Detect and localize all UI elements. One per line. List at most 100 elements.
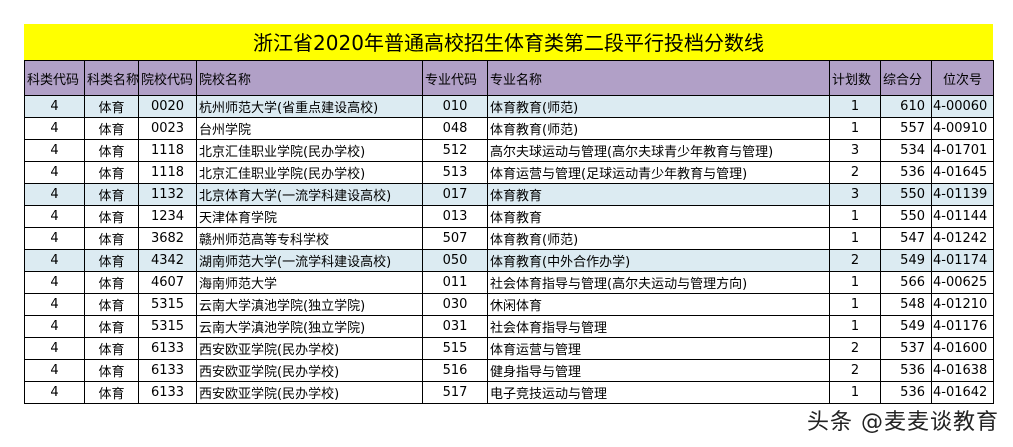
cell-kl-name: 体育 [84,271,139,294]
header-kl-name: 科类名称 [84,60,139,96]
score-table: 科类代码 科类名称 院校代码 院校名称 专业代码 专业名称 计划数 综合分 位次… [24,60,994,404]
cell-kl-name: 体育 [84,139,139,162]
cell-school-name: 西安欧亚学院(民办学校) [196,359,423,382]
cell-school-code: 1118 [138,161,197,184]
cell-kl-name: 体育 [84,359,139,382]
cell-rank: 4-01642 [931,381,994,404]
sheet-title: 浙江省2020年普通高校招生体育类第二段平行投档分数线 [24,24,993,60]
header-score: 综合分 [880,60,932,96]
cell-score: 550 [880,205,932,228]
score-sheet: 浙江省2020年普通高校招生体育类第二段平行投档分数线 科类代码 科类名称 院校… [24,24,994,404]
cell-school-name: 海南师范大学 [196,271,423,294]
cell-score: 549 [880,315,932,338]
cell-rank: 4-00910 [931,117,994,140]
cell-school-name: 云南大学滇池学院(独立学院) [196,293,423,316]
cell-school-name: 赣州师范高等专科学校 [196,227,423,250]
table-row: 4 体育 1118 北京汇佳职业学院(民办学校) 513 体育运营与管理(足球运动青少年教… [24,161,994,184]
cell-plan: 2 [829,359,881,382]
cell-kl-name: 体育 [84,337,139,360]
header-rank: 位次号 [931,60,994,96]
cell-school-code: 0020 [138,95,197,118]
cell-rank: 4-01174 [931,249,994,272]
table-row: 4 体育 6133 西安欧亚学院(民办学校) 516 健身指导与管理 2 536 4-01638 [24,359,994,382]
cell-rank: 4-01139 [931,183,994,206]
cell-plan: 1 [829,205,881,228]
cell-score: 537 [880,337,932,360]
cell-major-code: 512 [422,139,488,162]
cell-kl-name: 体育 [84,117,139,140]
cell-kl-code: 4 [24,381,85,404]
cell-score: 536 [880,161,932,184]
cell-plan: 1 [829,315,881,338]
cell-major-name: 休闲体育 [487,293,830,316]
cell-major-name: 社会体育指导与管理(高尔夫运动与管理方向) [487,271,830,294]
cell-kl-code: 4 [24,227,85,250]
cell-school-name: 西安欧亚学院(民办学校) [196,381,423,404]
cell-kl-name: 体育 [84,293,139,316]
table-row: 4 体育 1234 天津体育学院 013 体育教育 1 550 4-01144 [24,205,994,228]
cell-score: 534 [880,139,932,162]
cell-plan: 2 [829,161,881,184]
cell-plan: 2 [829,249,881,272]
cell-kl-code: 4 [24,139,85,162]
cell-school-code: 4607 [138,271,197,294]
cell-major-code: 030 [422,293,488,316]
cell-school-code: 0023 [138,117,197,140]
header-kl-code: 科类代码 [24,60,85,96]
header-school-name: 院校名称 [196,60,423,96]
cell-score: 610 [880,95,932,118]
cell-school-code: 5315 [138,315,197,338]
cell-kl-code: 4 [24,117,85,140]
cell-school-code: 1132 [138,183,197,206]
cell-plan: 1 [829,293,881,316]
cell-rank: 4-01600 [931,337,994,360]
cell-school-code: 6133 [138,381,197,404]
cell-major-name: 体育教育 [487,205,830,228]
cell-major-name: 体育运营与管理 [487,337,830,360]
cell-major-code: 017 [422,183,488,206]
cell-school-name: 云南大学滇池学院(独立学院) [196,315,423,338]
cell-major-code: 515 [422,337,488,360]
cell-school-name: 湖南师范大学(一流学科建设高校) [196,249,423,272]
cell-school-code: 1118 [138,139,197,162]
cell-plan: 3 [829,183,881,206]
cell-major-name: 电子竞技运动与管理 [487,381,830,404]
cell-plan: 1 [829,117,881,140]
cell-kl-name: 体育 [84,95,139,118]
cell-rank: 4-01645 [931,161,994,184]
cell-school-code: 6133 [138,337,197,360]
cell-rank: 4-01638 [931,359,994,382]
table-row: 4 体育 3682 赣州师范高等专科学校 507 体育教育(师范) 1 547 4-01242 [24,227,994,250]
cell-school-code: 6133 [138,359,197,382]
cell-rank: 4-00625 [931,271,994,294]
cell-major-name: 体育教育(师范) [487,95,830,118]
cell-major-code: 513 [422,161,488,184]
cell-score: 536 [880,381,932,404]
cell-kl-code: 4 [24,161,85,184]
cell-major-name: 体育教育 [487,183,830,206]
cell-major-code: 050 [422,249,488,272]
cell-rank: 4-01144 [931,205,994,228]
cell-kl-name: 体育 [84,315,139,338]
cell-score: 566 [880,271,932,294]
cell-school-name: 北京汇佳职业学院(民办学校) [196,161,423,184]
cell-school-name: 西安欧亚学院(民办学校) [196,337,423,360]
cell-school-name: 天津体育学院 [196,205,423,228]
cell-kl-name: 体育 [84,205,139,228]
cell-rank: 4-01701 [931,139,994,162]
cell-kl-code: 4 [24,359,85,382]
cell-rank: 4-00060 [931,95,994,118]
cell-score: 547 [880,227,932,250]
cell-kl-name: 体育 [84,161,139,184]
cell-score: 548 [880,293,932,316]
cell-kl-code: 4 [24,183,85,206]
header-major-name: 专业名称 [487,60,830,96]
cell-kl-code: 4 [24,293,85,316]
cell-school-name: 北京汇佳职业学院(民办学校) [196,139,423,162]
table-row: 4 体育 5315 云南大学滇池学院(独立学院) 031 社会体育指导与管理 1 549 4-0… [24,315,994,338]
cell-major-code: 516 [422,359,488,382]
cell-rank: 4-01242 [931,227,994,250]
cell-major-code: 031 [422,315,488,338]
cell-plan: 1 [829,227,881,250]
cell-kl-name: 体育 [84,381,139,404]
